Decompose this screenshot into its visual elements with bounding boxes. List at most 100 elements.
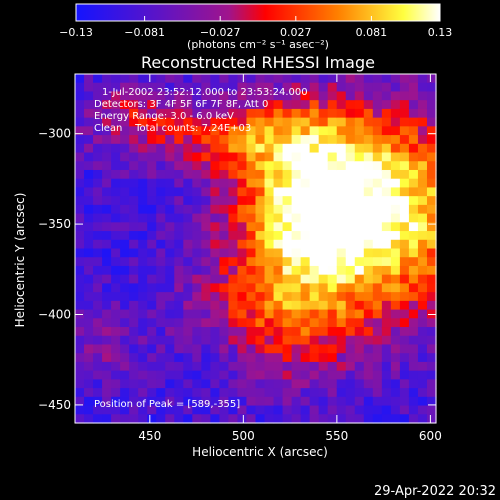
heatmap-cell [336,143,347,154]
heatmap-cell [336,257,347,267]
heatmap-cell [399,82,410,93]
heatmap-cell [192,74,202,84]
heatmap-cell [156,379,166,389]
heatmap-cell [255,318,266,328]
heatmap-cell [165,248,175,258]
heatmap-cell [201,274,211,284]
heatmap-cell [354,213,365,223]
heatmap-cell [75,74,85,84]
heatmap-cell [111,213,121,223]
heatmap-cell [264,143,275,154]
heatmap-cell [417,257,428,267]
heatmap-cell [309,379,320,389]
heatmap-cell [129,335,139,346]
heatmap-cell [345,405,356,415]
heatmap-cell [156,143,166,154]
heatmap-cell [399,161,410,171]
heatmap-cell [111,327,121,337]
heatmap-cell [165,239,175,250]
heatmap-cell [381,361,392,372]
heatmap-cell [417,344,428,354]
heatmap-cell [237,292,248,302]
heatmap-cell [246,135,257,145]
heatmap-cell [372,152,383,162]
heatmap-cell [327,405,338,415]
heatmap-cell [210,82,221,93]
heatmap-cell [75,91,85,101]
heatmap-cell [399,274,410,284]
heatmap-cell [345,152,356,162]
heatmap-cell [417,292,428,302]
heatmap-cell [237,213,248,223]
heatmap-cell [246,196,257,206]
heatmap-cell [354,370,365,380]
heatmap-cell [282,414,293,424]
heatmap-cell [417,335,428,346]
heatmap-cell [318,74,329,84]
heatmap-cell [201,335,211,346]
heatmap-cell [192,353,202,363]
heatmap-cell [84,405,94,415]
heatmap-cell [93,405,103,415]
heatmap-cell [201,126,211,136]
heatmap-cell [246,91,257,101]
heatmap-cell [417,187,428,197]
heatmap-cell [237,335,248,346]
heatmap-cell [237,396,248,407]
heatmap-cell [111,82,121,93]
heatmap-cell [345,204,356,215]
heatmap-cell [246,344,257,354]
heatmap-cell [246,257,257,267]
heatmap-cell [93,361,103,372]
heatmap-cell [345,82,356,93]
heatmap-cell [363,318,374,328]
heatmap-cell [210,204,221,215]
heatmap-cell [345,178,356,189]
heatmap-cell [120,370,130,380]
heatmap-cell [381,100,392,110]
heatmap-cell [291,370,302,380]
heatmap-cell [84,274,94,284]
heatmap-cell [228,300,239,311]
heatmap-cell [273,335,284,346]
heatmap-cell [75,196,85,206]
heatmap-cell [246,318,257,328]
heatmap-cell [255,239,266,250]
heatmap-cell [129,379,139,389]
heatmap-cell [264,388,275,398]
heatmap-cell [363,152,374,162]
heatmap-cell [237,344,248,354]
heatmap-cell [408,396,419,407]
heatmap-cell [336,370,347,380]
heatmap-cell [93,117,103,127]
heatmap-cell [219,344,230,354]
heatmap-cell [75,152,85,162]
heatmap-cell [255,361,266,372]
heatmap-cell [399,344,410,354]
heatmap-cell [345,327,356,337]
x-tick-label: 500 [232,429,255,443]
heatmap-cell [255,74,266,84]
heatmap-cell [309,274,320,284]
heatmap-cell [417,126,428,136]
heatmap-cell [183,344,193,354]
heatmap-cell [426,274,437,284]
heatmap-cell [129,344,139,354]
heatmap-cell [426,265,437,276]
heatmap-cell [93,344,103,354]
heatmap-cell [255,396,266,407]
heatmap-cell [147,74,157,84]
heatmap-cell [399,178,410,189]
heatmap-cell [102,257,112,267]
heatmap-cell [84,318,94,328]
heatmap-cell [75,300,85,311]
heatmap-cell [174,265,184,276]
heatmap-cell [255,108,266,119]
heatmap-cell [102,143,112,154]
heatmap-cell [120,126,130,136]
heatmap-cell [264,91,275,101]
heatmap-cell [120,309,130,319]
heatmap-cell [147,91,157,101]
heatmap-cell [381,265,392,276]
heatmap-cell [192,344,202,354]
